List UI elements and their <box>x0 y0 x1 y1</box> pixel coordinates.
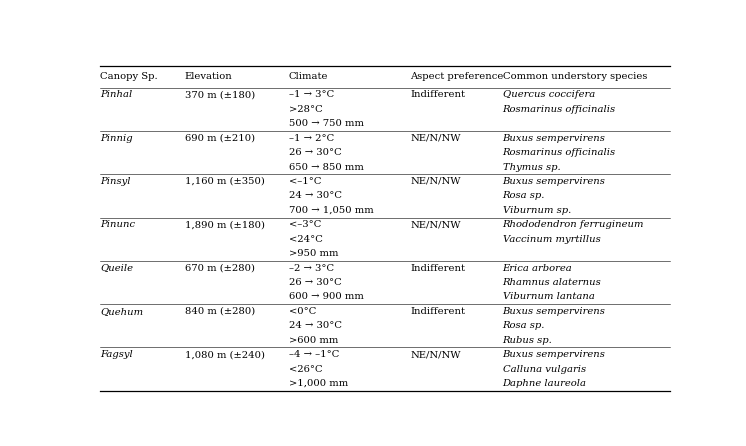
Text: Rhamnus alaternus: Rhamnus alaternus <box>503 278 601 287</box>
Text: Indifferent: Indifferent <box>410 307 465 316</box>
Text: 840 m (±280): 840 m (±280) <box>184 307 255 316</box>
Text: 1,890 m (±180): 1,890 m (±180) <box>184 220 265 229</box>
Text: 600 → 900 mm: 600 → 900 mm <box>289 293 363 301</box>
Text: Buxus sempervirens: Buxus sempervirens <box>503 177 606 186</box>
Text: NE/N/NW: NE/N/NW <box>410 134 460 143</box>
Text: 24 → 30°C: 24 → 30°C <box>289 191 342 200</box>
Text: >1,000 mm: >1,000 mm <box>289 379 348 388</box>
Text: 24 → 30°C: 24 → 30°C <box>289 321 342 330</box>
Text: 700 → 1,050 mm: 700 → 1,050 mm <box>289 206 374 215</box>
Text: –1 → 2°C: –1 → 2°C <box>289 134 334 143</box>
Text: 1,080 m (±240): 1,080 m (±240) <box>184 350 265 359</box>
Text: Quehum: Quehum <box>100 307 143 316</box>
Text: Buxus sempervirens: Buxus sempervirens <box>503 134 606 143</box>
Text: Viburnum lantana: Viburnum lantana <box>503 293 595 301</box>
Text: Buxus sempervirens: Buxus sempervirens <box>503 350 606 359</box>
Text: NE/N/NW: NE/N/NW <box>410 220 460 229</box>
Text: Pinsyl: Pinsyl <box>100 177 131 186</box>
Text: Fagsyl: Fagsyl <box>100 350 133 359</box>
Text: <0°C: <0°C <box>289 307 316 316</box>
Text: Rhododendron ferrugineum: Rhododendron ferrugineum <box>503 220 644 229</box>
Text: Elevation: Elevation <box>184 72 232 81</box>
Text: 670 m (±280): 670 m (±280) <box>184 264 254 273</box>
Text: Aspect preference: Aspect preference <box>410 72 504 81</box>
Text: Calluna vulgaris: Calluna vulgaris <box>503 365 586 374</box>
Text: Daphne laureola: Daphne laureola <box>503 379 586 388</box>
Text: <–3°C: <–3°C <box>289 220 321 229</box>
Text: Rubus sp.: Rubus sp. <box>503 336 552 345</box>
Text: 26 → 30°C: 26 → 30°C <box>289 148 342 157</box>
Text: Rosmarinus officinalis: Rosmarinus officinalis <box>503 105 615 114</box>
Text: Quercus coccifera: Quercus coccifera <box>503 91 595 99</box>
Text: –2 → 3°C: –2 → 3°C <box>289 264 333 273</box>
Text: Viburnum sp.: Viburnum sp. <box>503 206 571 215</box>
Text: <26°C: <26°C <box>289 365 322 374</box>
Text: Pinnig: Pinnig <box>100 134 133 143</box>
Text: Climate: Climate <box>289 72 328 81</box>
Text: 500 → 750 mm: 500 → 750 mm <box>289 119 363 128</box>
Text: 1,160 m (±350): 1,160 m (±350) <box>184 177 265 186</box>
Text: Thymus sp.: Thymus sp. <box>503 162 560 172</box>
Text: Buxus sempervirens: Buxus sempervirens <box>503 307 606 316</box>
Text: Vaccinum myrtillus: Vaccinum myrtillus <box>503 235 601 244</box>
Text: Rosmarinus officinalis: Rosmarinus officinalis <box>503 148 615 157</box>
Text: Erica arborea: Erica arborea <box>503 264 572 273</box>
Text: 690 m (±210): 690 m (±210) <box>184 134 254 143</box>
Text: <24°C: <24°C <box>289 235 322 244</box>
Text: <–1°C: <–1°C <box>289 177 322 186</box>
Text: 650 → 850 mm: 650 → 850 mm <box>289 162 363 172</box>
Text: >28°C: >28°C <box>289 105 322 114</box>
Text: –4 → –1°C: –4 → –1°C <box>289 350 339 359</box>
Text: 370 m (±180): 370 m (±180) <box>184 91 255 99</box>
Text: Rosa sp.: Rosa sp. <box>503 191 545 200</box>
Text: Queile: Queile <box>100 264 134 273</box>
Text: 26 → 30°C: 26 → 30°C <box>289 278 342 287</box>
Text: Canopy Sp.: Canopy Sp. <box>100 72 158 81</box>
Text: Common understory species: Common understory species <box>503 72 647 81</box>
Text: Rosa sp.: Rosa sp. <box>503 321 545 330</box>
Text: Indifferent: Indifferent <box>410 91 465 99</box>
Text: >950 mm: >950 mm <box>289 249 338 258</box>
Text: Pinhal: Pinhal <box>100 91 133 99</box>
Text: Pinunc: Pinunc <box>100 220 135 229</box>
Text: >600 mm: >600 mm <box>289 336 338 345</box>
Text: Indifferent: Indifferent <box>410 264 465 273</box>
Text: NE/N/NW: NE/N/NW <box>410 350 460 359</box>
Text: NE/N/NW: NE/N/NW <box>410 177 460 186</box>
Text: –1 → 3°C: –1 → 3°C <box>289 91 334 99</box>
